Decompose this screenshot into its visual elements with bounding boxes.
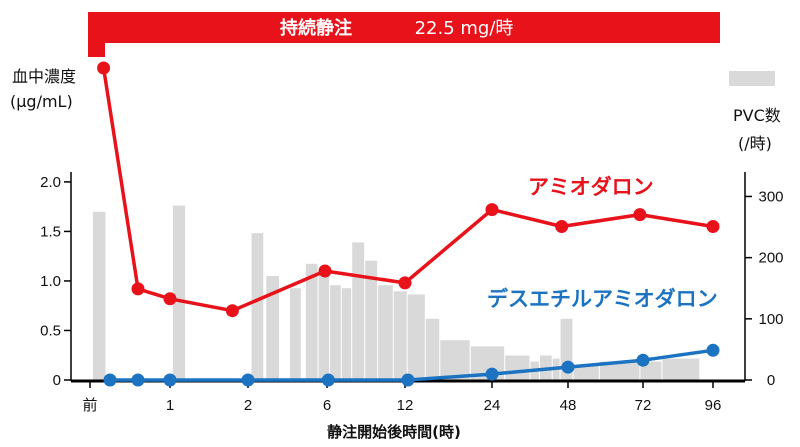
pvc-bar [365, 260, 378, 381]
y-right-tick-label: 100 [758, 311, 783, 328]
series-lines [101, 66, 715, 382]
amiodarone-point [318, 264, 332, 278]
desethylamiodarone-line [108, 348, 715, 382]
pvc-bar [505, 355, 530, 381]
x-tick-label: 24 [484, 397, 501, 414]
x-tick-label: 1 [166, 397, 174, 414]
y-right-title: PVC数 (/時) [733, 106, 781, 153]
desethylamiodarone-point [131, 373, 145, 387]
amiodarone-point [131, 282, 145, 296]
desethylamiodarone-point [561, 360, 575, 374]
amiodarone-point [633, 208, 647, 222]
dose-label: 22.5 mg/時 [415, 18, 514, 39]
y-left-title-line1: 血中濃度 [12, 67, 76, 86]
amiodarone-point [163, 292, 177, 306]
infusion-label: 持続静注 [280, 17, 352, 39]
desethylamiodarone-point [401, 373, 415, 387]
pvc-bar [560, 318, 573, 381]
y-left-tick-label: 0.5 [40, 323, 61, 340]
pvc-bar [599, 361, 640, 381]
x-tick-label: 72 [635, 397, 652, 414]
legend-swatch-pvc [729, 71, 775, 86]
y-right-tick-label: 300 [758, 189, 783, 206]
pvc-bar [393, 291, 407, 381]
x-axis-title: 静注開始後時間(時) [327, 423, 461, 441]
amiodarone-series-label: アミオダロン [528, 175, 654, 199]
desethylamiodarone-point [321, 373, 335, 387]
y-right-tick-label: 0 [767, 372, 775, 389]
pvc-bar [640, 361, 662, 381]
amiodarone-line [101, 66, 715, 313]
legend [729, 71, 775, 86]
infusion-banner-bar [88, 12, 720, 57]
pvc-bar [662, 358, 700, 381]
amiodarone-point [485, 203, 499, 217]
y-right-title-line1: PVC数 [733, 106, 781, 125]
pvc-bar [172, 205, 186, 381]
pvc-bar [318, 269, 330, 381]
series-points [97, 61, 720, 387]
pvc-bar [425, 318, 440, 381]
amiodarone-point [398, 276, 412, 290]
amiodarone-point [97, 61, 111, 75]
infusion-banner: 持続静注 22.5 mg/時 [88, 12, 720, 57]
amiodarone-point [225, 304, 239, 318]
x-tick-label: 2 [244, 397, 252, 414]
pvc-bar [266, 276, 280, 381]
pvc-bar [407, 294, 425, 381]
desethylamiodarone-point [103, 373, 117, 387]
pvc-bar [378, 285, 393, 381]
y-right-tick-label: 200 [758, 250, 783, 267]
amiodarone-point [555, 220, 569, 233]
desethylamiodarone-point [706, 343, 720, 357]
desethylamiodarone-point [163, 373, 177, 387]
y-right-title-line2: (/時) [738, 134, 772, 153]
desethylamiodarone-point [636, 353, 650, 367]
desethylamiodarone-point [241, 373, 255, 387]
y-left-title-line2: (μg/mL) [10, 92, 73, 111]
pvc-bar [290, 288, 301, 381]
amiodarone-point [706, 220, 720, 233]
pvc-bar [251, 233, 264, 381]
pvc-bar [92, 211, 106, 381]
y-left-tick-label: 1.5 [40, 223, 61, 240]
x-tick-label: 48 [560, 397, 577, 414]
pvc-bar [440, 340, 470, 381]
pvc-bar [305, 263, 318, 381]
x-tick-label: 6 [323, 397, 331, 414]
x-tick-label: 前 [82, 397, 97, 414]
pvc-bar [330, 285, 341, 381]
y-left-tick-label: 0 [53, 372, 61, 389]
pvc-bar [573, 364, 599, 381]
y-left-tick-label: 1.0 [40, 273, 61, 290]
y-left-tick-label: 2.0 [40, 174, 61, 191]
pvc-bar [352, 242, 365, 381]
pvc-bar [341, 288, 352, 381]
y-left-title: 血中濃度 (μg/mL) [10, 67, 76, 111]
x-tick-label: 96 [705, 397, 722, 414]
x-tick-label: 12 [397, 397, 414, 414]
desethylamiodarone-series-label: デスエチルアミオダロン [487, 287, 718, 311]
desethylamiodarone-point [485, 367, 499, 381]
